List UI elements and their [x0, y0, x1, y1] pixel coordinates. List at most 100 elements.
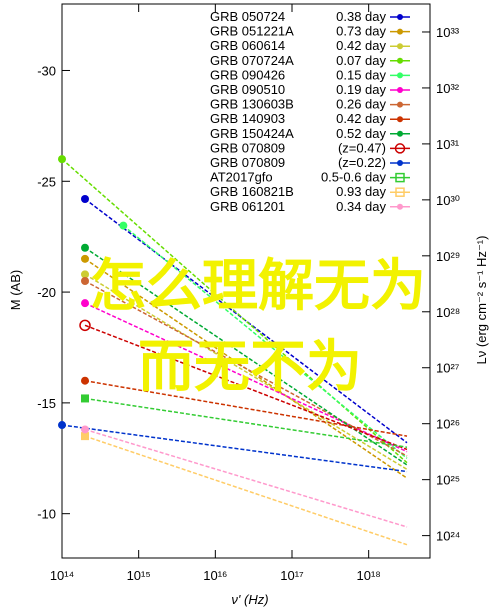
legend-series-name: GRB 060614	[210, 38, 285, 53]
y-right-tick-label: 10³¹	[436, 137, 460, 152]
legend-entry: GRB 061201 0.34 day	[210, 199, 410, 214]
legend-marker	[397, 87, 403, 93]
legend-series-name: GRB 130603B	[210, 97, 294, 112]
series-line	[84, 247, 408, 466]
legend-series-name: GRB 140903	[210, 111, 285, 126]
legend-marker	[397, 72, 403, 79]
plot-border	[61, 3, 431, 559]
legend-series-label: (z=0.22)	[338, 155, 386, 170]
overlay-text-line1: 怎么理解无为	[90, 254, 426, 319]
series-marker	[58, 421, 66, 430]
series-line	[84, 428, 408, 528]
series-7	[81, 376, 408, 437]
series-marker	[81, 254, 89, 263]
legend-series-label: 0.42 day	[336, 38, 386, 53]
series-line	[61, 424, 408, 473]
legend-series-label: (z=0.47)	[338, 140, 386, 155]
legend-entry: GRB 051221A 0.73 day	[210, 24, 410, 39]
y-right-tick-label: 10²⁵	[436, 473, 460, 488]
legend-series-name: GRB 160821B	[210, 184, 294, 199]
legend-series-label: 0.15 day	[336, 67, 386, 82]
legend-entry: GRB 140903 0.42 day	[210, 111, 410, 126]
series-12	[81, 432, 408, 546]
series-marker	[79, 319, 91, 332]
legend-marker	[394, 143, 406, 154]
series-marker	[81, 195, 89, 204]
series-line	[84, 379, 408, 437]
legend-series-name: GRB 061201	[210, 199, 285, 214]
legend-series-name: GRB 090426	[210, 67, 285, 82]
y-right-tick-label: 10²⁴	[436, 529, 460, 544]
series-6	[81, 277, 408, 457]
legend-series-label: 0.5-0.6 day	[321, 170, 387, 185]
series-line	[84, 273, 408, 471]
x-axis-label: ν' (Hz)	[231, 592, 268, 607]
legend-entry: GRB 160821B 0.93 day	[210, 184, 410, 199]
legend-entry: GRB 150424A 0.52 day	[210, 126, 410, 141]
series-marker	[81, 394, 89, 403]
series-marker	[119, 221, 128, 230]
series-marker	[81, 243, 89, 252]
series-line	[61, 158, 408, 464]
y-left-tick-label: -15	[37, 396, 56, 411]
legend-entry: GRB 050724 0.38 day	[210, 9, 410, 24]
legend-series-label: 0.38 day	[336, 9, 386, 24]
series-11	[81, 394, 408, 448]
y-right-tick-label: 10²⁸	[436, 305, 460, 320]
legend-series-name: GRB 150424A	[210, 126, 294, 141]
y-left-tick-label: -20	[37, 285, 56, 300]
series-0	[81, 195, 408, 444]
legend-marker	[397, 28, 403, 35]
legend-series-label: 0.19 day	[336, 82, 386, 97]
series-10	[58, 421, 408, 473]
axis-ticks: 10¹⁴ 10¹⁵ 10¹⁶ 10¹⁷ 10¹⁸ -30 -25 -20 -15 -10 10³³ 1…	[37, 4, 460, 583]
legend-marker	[397, 14, 403, 20]
y-axis-label-left: M (AB)	[8, 270, 23, 310]
legend-series-name: GRB 051221A	[210, 24, 294, 39]
legend-marker	[395, 172, 405, 183]
legend-marker	[397, 116, 403, 123]
series-3	[58, 155, 408, 464]
legend-entry: GRB 090510 0.19 day	[210, 82, 410, 97]
legend-series-label: 0.52 day	[336, 126, 386, 141]
legend-entry: GRB 070809 (z=0.22)	[210, 155, 410, 170]
series-marker	[81, 432, 89, 441]
legend-marker	[397, 203, 403, 210]
y-right-tick-label: 10²⁷	[436, 361, 460, 376]
x-tick-label: 10¹⁸	[357, 568, 381, 583]
legend-marker	[397, 57, 403, 64]
legend-series-label: 0.93 day	[336, 184, 386, 199]
y-right-tick-label: 10²⁶	[436, 417, 460, 432]
series-line	[122, 225, 408, 459]
overlay-text-line2: 而无不为	[138, 335, 362, 400]
legend-series-name: GRB 090510	[210, 82, 285, 97]
series-13	[81, 425, 408, 528]
legend-entry: GRB 090426 0.15 day	[210, 67, 410, 82]
legend-series-label: 0.73 day	[336, 24, 386, 39]
legend-marker	[397, 160, 403, 166]
legend-series-name: GRB 070809	[210, 155, 285, 170]
series-line	[84, 198, 408, 444]
legend-series-name: GRB 070809	[210, 140, 285, 155]
series-marker	[81, 277, 89, 285]
legend-entry: GRB 060614 0.42 day	[210, 38, 410, 53]
legend-marker	[395, 187, 405, 197]
series-4	[119, 221, 408, 459]
series-marker	[81, 270, 89, 279]
y-left-tick-label: -25	[37, 174, 56, 189]
series-2	[81, 270, 408, 471]
legend-entry: GRB 130603B 0.26 day	[210, 97, 410, 112]
legend-marker	[397, 130, 403, 137]
x-tick-label: 10¹⁵	[127, 568, 151, 583]
y-left-tick-label: -10	[37, 507, 56, 522]
y-right-tick-label: 10³²	[436, 81, 460, 96]
legend-entry: AT2017gfo 0.5-0.6 day	[210, 170, 410, 185]
legend-series-name: AT2017gfo	[210, 170, 273, 185]
series-line	[84, 435, 408, 546]
series-marker	[58, 155, 66, 164]
series-layer	[58, 155, 408, 546]
legend-series-label: 0.26 day	[336, 97, 386, 112]
legend-series-name: GRB 070724A	[210, 53, 294, 68]
